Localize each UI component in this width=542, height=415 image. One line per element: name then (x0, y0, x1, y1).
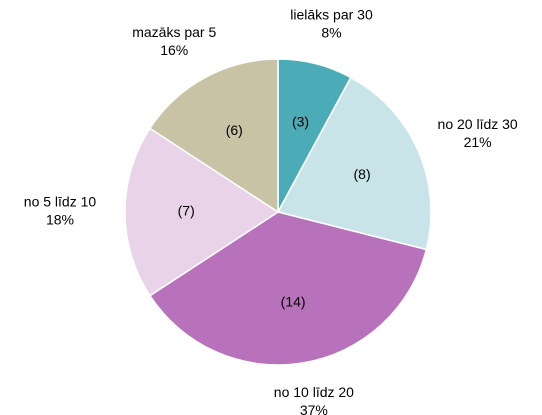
slice-category-label: no 10 līdz 20 (274, 384, 354, 400)
slice-percentage-label: 21% (464, 134, 492, 150)
slice-category-label: no 20 līdz 30 (438, 116, 518, 132)
slice-category-label: mazāks par 5 (132, 24, 216, 40)
slice-percentage-label: 37% (300, 402, 328, 415)
slice-value-label: (6) (226, 122, 243, 138)
pie-slice (148, 211, 428, 366)
slice-value-label: (3) (292, 114, 309, 130)
slice-value-label: (8) (354, 166, 371, 182)
slice-value-label: (7) (178, 203, 195, 219)
pie-slice (148, 58, 279, 214)
slice-percentage-label: 8% (321, 25, 341, 41)
pie-slice (124, 127, 280, 297)
slice-percentage-label: 18% (46, 212, 74, 228)
slice-category-label: no 5 līdz 10 (24, 194, 97, 210)
slice-category-label: lielāks par 30 (290, 7, 373, 23)
slice-value-label: (14) (281, 293, 306, 309)
pie-slice (276, 76, 432, 251)
slice-percentage-label: 16% (160, 42, 188, 58)
